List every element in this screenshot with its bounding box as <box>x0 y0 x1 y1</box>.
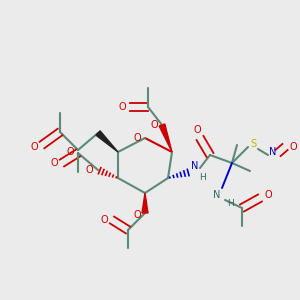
Text: O: O <box>133 133 141 143</box>
Text: H: H <box>226 199 233 208</box>
Text: O: O <box>289 142 297 152</box>
Text: N: N <box>191 161 199 171</box>
Text: O: O <box>30 142 38 152</box>
Polygon shape <box>159 124 172 152</box>
Text: S: S <box>250 139 256 149</box>
Text: O: O <box>118 102 126 112</box>
Text: N: N <box>269 147 277 157</box>
Text: O: O <box>264 190 272 200</box>
Text: O: O <box>150 120 158 130</box>
Text: H: H <box>200 173 206 182</box>
Polygon shape <box>96 131 118 152</box>
Text: O: O <box>50 158 58 168</box>
Text: O: O <box>85 165 93 175</box>
Text: O: O <box>133 210 141 220</box>
Text: O: O <box>193 125 201 135</box>
Text: O: O <box>100 215 108 225</box>
Text: N: N <box>213 190 221 200</box>
Text: O: O <box>66 147 74 157</box>
Polygon shape <box>142 193 148 213</box>
